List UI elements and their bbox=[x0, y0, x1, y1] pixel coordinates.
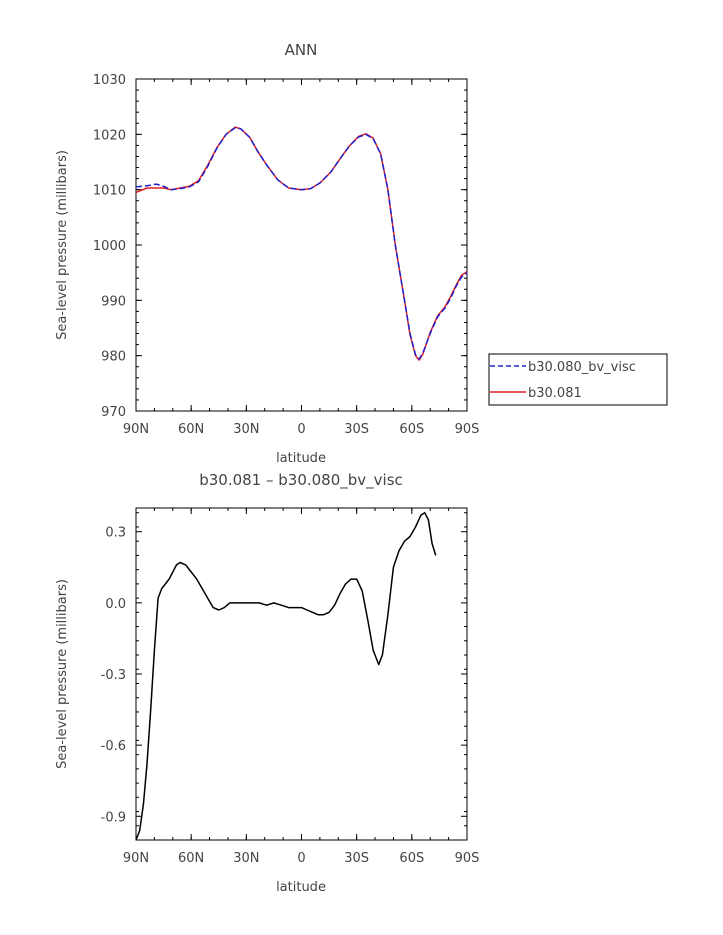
y-tick-label: -0.6 bbox=[101, 739, 126, 754]
top-chart: ANN 1030 1020 1010 1000 990 980 970 90N 60N 30N 0… bbox=[55, 41, 479, 466]
y-tick-label: -0.3 bbox=[101, 668, 126, 683]
y-tick-label: 1010 bbox=[93, 184, 126, 199]
x-tick-label: 30S bbox=[344, 422, 369, 437]
y-tick-label: 0.0 bbox=[105, 597, 126, 612]
series-line-b30-080-bv-visc bbox=[135, 126, 468, 360]
x-tick-label: 60N bbox=[178, 851, 204, 866]
y-tick-label: 1000 bbox=[93, 239, 126, 254]
top-chart-frame bbox=[135, 78, 468, 412]
y-tick-label: 1020 bbox=[93, 128, 126, 143]
bottom-chart-ylabel: Sea-level pressure (millibars) bbox=[55, 579, 70, 769]
x-tick-label: 90S bbox=[455, 851, 480, 866]
x-tick-label: 30S bbox=[344, 851, 369, 866]
x-tick-label: 30N bbox=[233, 422, 259, 437]
bottom-chart-xlabel: latitude bbox=[276, 880, 326, 895]
legend: b30.080_bv_visc b30.081 bbox=[488, 353, 668, 406]
legend-box bbox=[488, 353, 668, 406]
y-tick-label: -0.9 bbox=[101, 810, 126, 825]
y-tick-label: 980 bbox=[101, 350, 126, 365]
legend-label-b30-081: b30.081 bbox=[528, 386, 582, 401]
x-tick-label: 90N bbox=[123, 422, 149, 437]
y-tick-label: 0.3 bbox=[105, 526, 126, 541]
y-tick-label: 990 bbox=[101, 294, 126, 309]
top-chart-ylabel: Sea-level pressure (millibars) bbox=[55, 150, 70, 340]
bottom-chart-frame bbox=[135, 507, 468, 841]
series-line-difference bbox=[135, 511, 437, 841]
y-tick-label: 1030 bbox=[93, 73, 126, 88]
x-tick-label: 30N bbox=[233, 851, 259, 866]
y-tick-label: 970 bbox=[101, 405, 126, 420]
series-line-b30-081 bbox=[135, 126, 468, 361]
x-tick-label: 90N bbox=[123, 851, 149, 866]
legend-label-b30-080: b30.080_bv_visc bbox=[528, 360, 636, 375]
x-tick-label: 60S bbox=[399, 851, 424, 866]
bottom-chart: b30.081 – b30.080_bv_visc 0.3 0.0 -0.3 -0.6… bbox=[55, 471, 479, 895]
x-tick-label: 0 bbox=[297, 422, 305, 437]
top-chart-title: ANN bbox=[285, 41, 318, 59]
top-chart-xlabel: latitude bbox=[276, 451, 326, 466]
x-tick-label: 60S bbox=[399, 422, 424, 437]
x-tick-label: 0 bbox=[297, 851, 305, 866]
bottom-chart-title: b30.081 – b30.080_bv_visc bbox=[199, 471, 403, 490]
x-tick-label: 60N bbox=[178, 422, 204, 437]
x-tick-label: 90S bbox=[455, 422, 480, 437]
